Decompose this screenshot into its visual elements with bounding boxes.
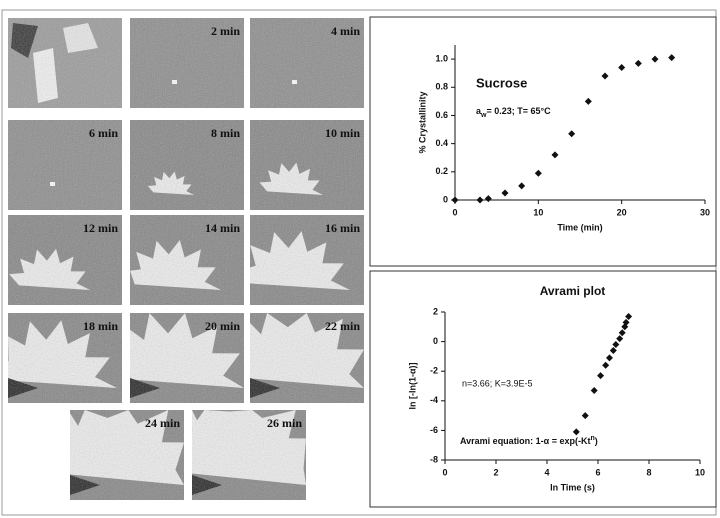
data-point [652,56,659,63]
data-point [552,151,559,158]
annotation-part: = 0.23; T= 65°C [486,106,551,116]
micrograph: 24 min [70,410,184,500]
y-tick-label: -8 [430,454,438,464]
x-tick-label: 6 [595,467,600,477]
data-point [502,189,509,196]
data-point [591,387,598,394]
micrograph-label: 12 min [83,221,118,235]
annotation: n=3.66; K=3.9E-5 [462,378,533,388]
annotation: aw= 0.23; T= 65°C [476,106,551,119]
data-point [618,64,625,71]
x-tick-label: 20 [617,207,627,217]
x-tick-label: 0 [442,467,447,477]
annotation: Avrami equation: 1-α = exp(-Ktn) [460,435,598,446]
micrograph-grain [8,18,122,108]
micrograph: 4 min [250,18,364,108]
x-tick-label: 8 [646,467,651,477]
data-point [602,73,609,80]
y-axis-label: ln [-ln(1-α)] [407,362,417,409]
micrograph-grid: 2 min 4 min 6 min 8 min 10 min 12 min 14 min 16… [8,18,364,500]
y-tick-label: 0.6 [435,110,448,120]
micrograph: 10 min [250,120,364,210]
micrograph-label: 6 min [89,126,118,140]
micrograph: 12 min [8,215,122,305]
micrograph: 6 min [8,120,122,210]
x-axis-label: ln Time (s) [550,482,595,492]
micrograph: 26 min [192,410,306,500]
y-tick-label: 0.8 [435,82,448,92]
micrograph-label: 10 min [325,126,360,140]
data-point [619,329,626,336]
data-point [597,372,604,379]
y-tick-label: -6 [430,425,438,435]
data-point [635,60,642,67]
chart: -8 -6 -4 -2 0 2 0 2 4 6 8 10 ln Time (s) ln [-ln(1-α)… [407,284,705,492]
micrograph: 18 min [8,313,122,403]
micrograph: 8 min [130,120,244,210]
data-point [585,98,592,105]
micrograph [8,18,122,108]
y-tick-label: 0 [443,194,448,204]
y-tick-label: 0.2 [435,166,448,176]
micrograph-label: 14 min [205,221,240,235]
x-tick-label: 10 [695,467,705,477]
micrograph-label: 22 min [325,319,360,333]
micrograph: 22 min [250,313,364,403]
data-point [612,341,619,348]
micrograph-label: 20 min [205,319,240,333]
micrograph-label: 26 min [267,416,302,430]
micrograph: 2 min [130,18,244,108]
data-point [625,313,632,320]
data-point [518,182,525,189]
micrograph-label: 16 min [325,221,360,235]
data-point [610,347,617,354]
data-point [606,354,613,361]
y-tick-label: -4 [430,395,438,405]
data-point [535,170,542,177]
x-tick-label: 2 [493,467,498,477]
data-point [452,197,459,204]
y-tick-label: -2 [430,366,438,376]
y-tick-label: 0.4 [435,138,448,148]
data-point [602,362,609,369]
y-axis-label: % Crystallinity [417,91,427,153]
micrograph-label: 18 min [83,319,118,333]
micrograph: 14 min [130,215,244,305]
chart-frame [370,271,716,507]
data-point [582,412,589,419]
annotation-part: Avrami equation: 1-α = exp(-Kt [460,436,590,446]
micrograph-label: 8 min [211,126,240,140]
x-tick-label: 10 [533,207,543,217]
x-axis-label: Time (min) [557,222,602,232]
annotation-part: ) [595,436,598,446]
x-tick-label: 0 [452,207,457,217]
annotation: Sucrose [476,75,527,90]
micrograph: 16 min [250,215,364,305]
micrograph: 20 min [130,313,244,403]
data-point [568,130,575,137]
y-tick-label: 0 [433,336,438,346]
x-tick-label: 4 [544,467,549,477]
micrograph-label: 24 min [145,416,180,430]
y-tick-label: 1.0 [435,53,448,63]
chart: 0 0.2 0.4 0.6 0.8 1.0 0 10 20 30 Time (min) % Cryst… [417,45,710,232]
data-point [485,195,492,202]
x-tick-label: 30 [700,207,710,217]
micrograph-label: 4 min [331,24,360,38]
y-tick-label: 2 [433,306,438,316]
data-point [573,428,580,435]
micrograph-label: 2 min [211,24,240,38]
data-point [477,197,484,204]
data-point [616,335,623,342]
data-point [668,54,675,61]
figure: 2 min 4 min 6 min 8 min 10 min 12 min 14 min 16… [0,0,720,518]
chart-title: Avrami plot [540,284,606,298]
